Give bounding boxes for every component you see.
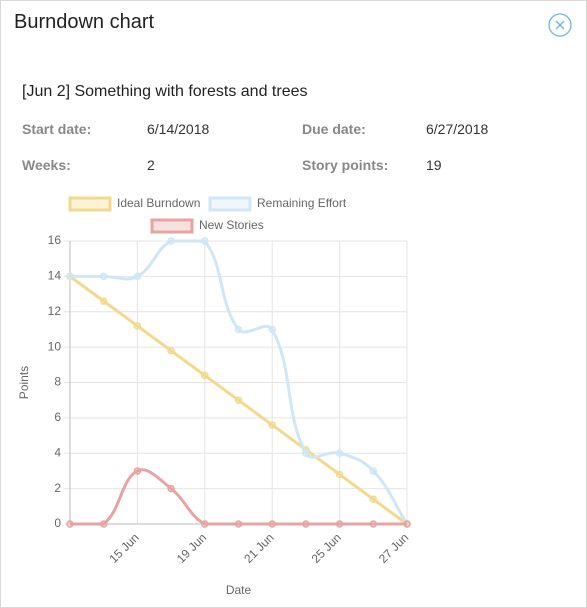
- data-point: [369, 495, 378, 503]
- close-button[interactable]: [546, 11, 576, 41]
- data-point: [369, 520, 378, 528]
- data-point: [66, 272, 74, 281]
- series-line: [70, 239, 409, 525]
- data-point: [234, 520, 243, 528]
- y-axis-title: Points: [17, 366, 31, 399]
- data-point: [133, 467, 142, 475]
- x-tick-label: 25 Jun: [309, 530, 344, 565]
- y-tick-label: 12: [48, 304, 62, 318]
- legend-label: Ideal Burndown: [117, 196, 200, 210]
- legend-label: Remaining Effort: [257, 196, 347, 210]
- data-point: [302, 449, 310, 457]
- data-point: [403, 520, 411, 528]
- field-value: 19: [426, 157, 442, 173]
- data-point: [234, 396, 243, 404]
- data-point: [99, 520, 108, 528]
- x-axis-title: Date: [226, 583, 252, 597]
- x-tick-label: 15 Jun: [106, 530, 141, 565]
- data-point: [335, 449, 344, 457]
- data-point: [66, 520, 74, 528]
- data-point: [369, 467, 378, 475]
- data-point: [133, 272, 142, 281]
- field-label: Due date:: [302, 121, 366, 137]
- data-point: [201, 237, 209, 245]
- legend-label: New Stories: [199, 218, 264, 232]
- y-tick-label: 0: [54, 516, 61, 530]
- y-tick-label: 16: [48, 233, 62, 247]
- legend-swatch: [150, 218, 194, 234]
- y-tick-label: 4: [54, 445, 61, 459]
- data-point: [335, 520, 344, 528]
- y-tick-label: 10: [48, 339, 62, 353]
- field-label: Start date:: [22, 121, 92, 137]
- data-point: [201, 371, 209, 380]
- data-point: [167, 346, 175, 355]
- field-label: Weeks:: [22, 157, 71, 173]
- series-line: [69, 468, 407, 526]
- x-tick-label: 27 Jun: [376, 530, 411, 565]
- data-point: [133, 322, 142, 330]
- data-point: [99, 272, 108, 281]
- data-point: [167, 237, 175, 245]
- data-point: [335, 470, 344, 479]
- x-tick-label: 21 Jun: [241, 530, 276, 565]
- data-point: [201, 520, 209, 528]
- data-point: [234, 325, 243, 334]
- series-line: [69, 275, 408, 526]
- data-point: [268, 421, 276, 429]
- dialog-title: Burndown chart: [14, 11, 155, 33]
- field-value: 6/14/2018: [147, 121, 210, 137]
- y-tick-label: 6: [54, 410, 61, 424]
- task-title: [Jun 2] Something with forests and trees: [22, 83, 308, 100]
- data-point: [268, 520, 276, 528]
- y-tick-label: 8: [54, 375, 61, 389]
- data-point: [99, 297, 108, 305]
- legend-swatch: [208, 196, 252, 212]
- data-point: [167, 484, 175, 493]
- field-label: Story points:: [302, 157, 389, 173]
- data-point: [268, 325, 276, 334]
- field-value: 6/27/2018: [426, 121, 489, 137]
- y-tick-label: 2: [54, 481, 61, 495]
- legend-swatch: [68, 196, 112, 212]
- field-value: 2: [147, 157, 155, 173]
- y-tick-label: 14: [48, 269, 62, 283]
- data-point: [302, 520, 310, 528]
- x-tick-label: 19 Jun: [174, 530, 209, 565]
